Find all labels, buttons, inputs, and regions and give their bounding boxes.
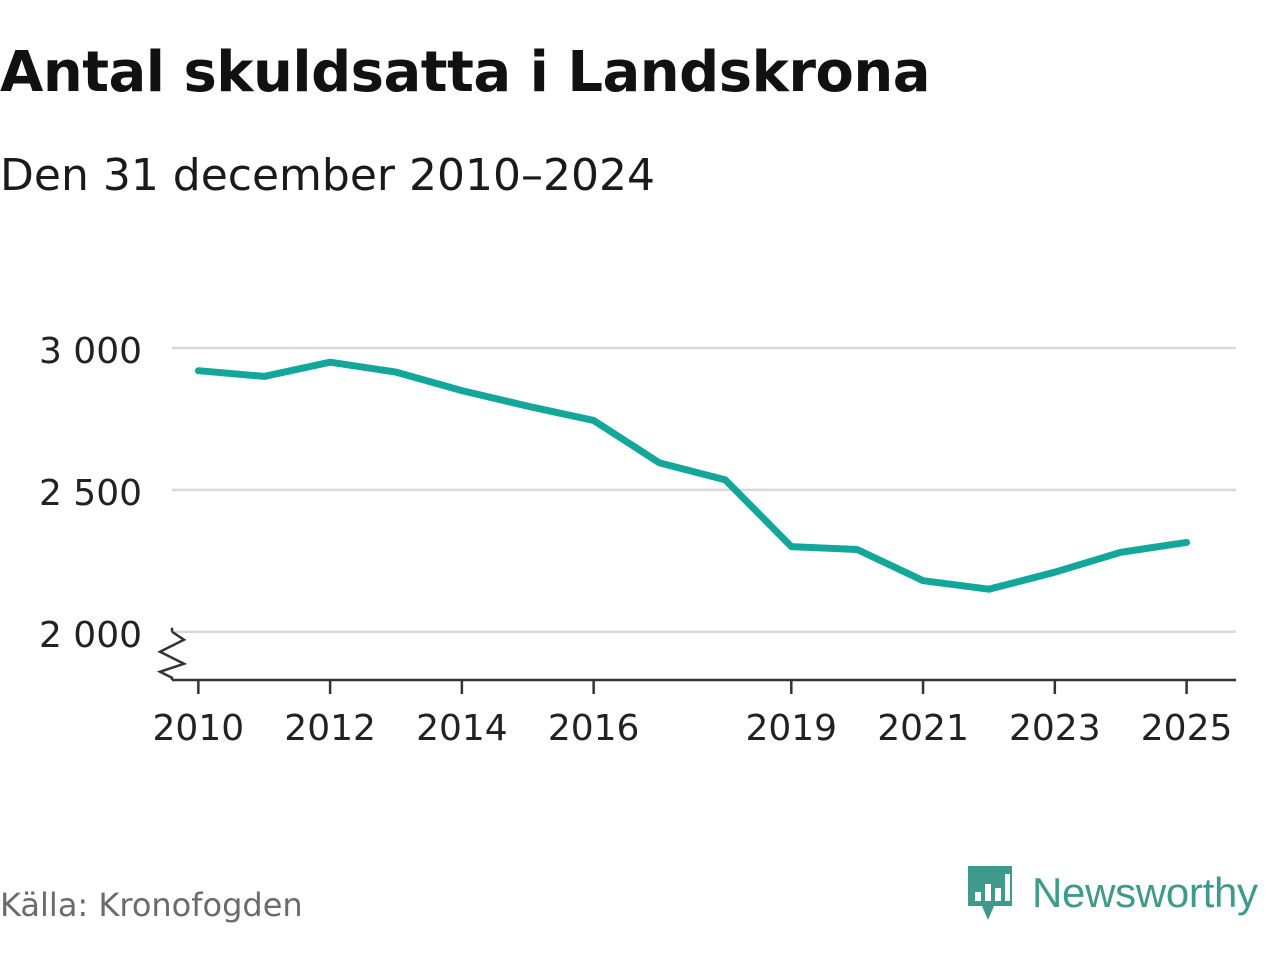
x-tick-label-2025: 2025 — [1141, 708, 1233, 749]
data-point-2024 — [1117, 549, 1124, 556]
newsworthy-logo-icon — [968, 866, 1012, 920]
y-tick-label-2500: 2 500 — [39, 473, 142, 514]
x-tick-label-2023: 2023 — [1009, 708, 1101, 749]
x-tick-label-2014: 2014 — [416, 708, 508, 749]
data-point-2014 — [458, 387, 465, 394]
data-point-2018 — [722, 476, 729, 483]
data-point-2011 — [261, 373, 268, 380]
data-point-2012 — [327, 359, 334, 366]
line-chart: 2 000 2 500 3 000 2010 2012 2014 2016 2019 2021… — [39, 331, 1236, 749]
y-axis-tick-labels: 2 000 2 500 3 000 — [39, 331, 142, 656]
x-axis-ticks: 2010 2012 2014 2016 2019 2021 2023 2025 — [153, 680, 1233, 749]
series-line-0 — [194, 358, 1191, 593]
data-point-2020 — [854, 546, 861, 553]
series-layer — [194, 358, 1191, 593]
chart-subtitle: Den 31 december 2010–2024 — [0, 150, 655, 201]
y-axis-break — [156, 630, 188, 680]
x-tick-label-2016: 2016 — [548, 708, 640, 749]
brand-name: Newsworthy — [1032, 869, 1258, 916]
data-point-2023 — [1051, 569, 1058, 576]
source-note: Källa: Kronofogden — [0, 886, 303, 924]
grid-lines — [172, 346, 1236, 634]
data-point-2021 — [920, 577, 927, 584]
x-tick-label-2010: 2010 — [153, 708, 245, 749]
y-tick-label-3000: 3 000 — [39, 331, 142, 372]
data-point-2010 — [195, 367, 202, 374]
axes — [156, 627, 1236, 682]
x-tick-label-2021: 2021 — [877, 708, 969, 749]
brand-logo: Newsworthy — [964, 862, 1258, 924]
x-tick-label-2012: 2012 — [284, 708, 376, 749]
data-point-2025 — [1183, 539, 1190, 546]
data-point-2017 — [656, 459, 663, 466]
y-tick-label-2000: 2 000 — [39, 615, 142, 656]
data-point-2016 — [590, 417, 597, 424]
data-point-2015 — [524, 403, 531, 410]
data-point-2019 — [788, 543, 795, 550]
data-point-2022 — [985, 586, 992, 593]
chart-title: Antal skuldsatta i Landskrona — [0, 40, 931, 105]
data-point-2013 — [393, 369, 400, 376]
x-tick-label-2019: 2019 — [745, 708, 837, 749]
